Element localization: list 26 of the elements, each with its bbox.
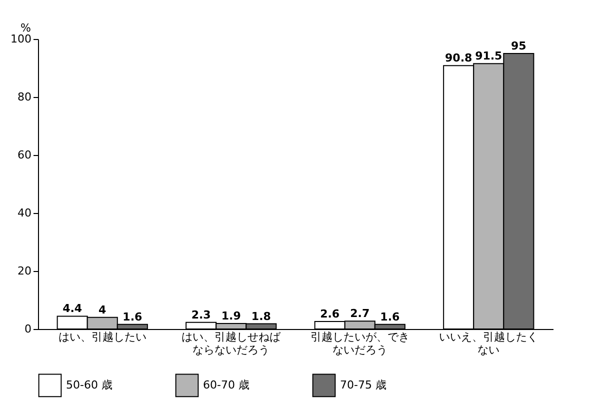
y-tick-label: 20 xyxy=(18,264,32,278)
x-tick-label: はい、引越したい xyxy=(58,330,146,344)
y-tick-label: 80 xyxy=(18,90,32,104)
legend-label: 50-60 歳 xyxy=(66,378,112,392)
data-label: 1.8 xyxy=(251,310,271,323)
data-label: 95 xyxy=(511,40,526,52)
x-tick-label: 引越したいが、できないだろう xyxy=(310,330,410,356)
data-label: 90.8 xyxy=(445,52,472,65)
y-tick-label: 60 xyxy=(18,148,32,162)
x-tick-label: はい、引越しせねばならないだろう xyxy=(182,330,282,356)
y-tick-label: 0 xyxy=(24,322,32,336)
data-label: 4.4 xyxy=(62,302,82,316)
y-tick-label: 40 xyxy=(18,206,32,220)
data-label: 2.6 xyxy=(320,307,340,320)
data-label: 1.9 xyxy=(221,309,241,322)
x-tick-label: いいえ、引越したくない xyxy=(439,330,538,356)
data-label: 1.6 xyxy=(122,310,142,324)
data-label: 91.5 xyxy=(475,50,502,63)
data-label: 4 xyxy=(98,303,107,316)
y-tick-label: 100 xyxy=(10,32,32,46)
y-axis-title: % xyxy=(20,22,31,34)
legend-label: 70-75 歳 xyxy=(340,378,386,392)
legend-label: 60-70 歳 xyxy=(203,378,250,392)
data-label: 2.3 xyxy=(191,308,211,322)
data-label: 1.6 xyxy=(380,310,400,324)
data-label: 2.7 xyxy=(350,307,370,320)
